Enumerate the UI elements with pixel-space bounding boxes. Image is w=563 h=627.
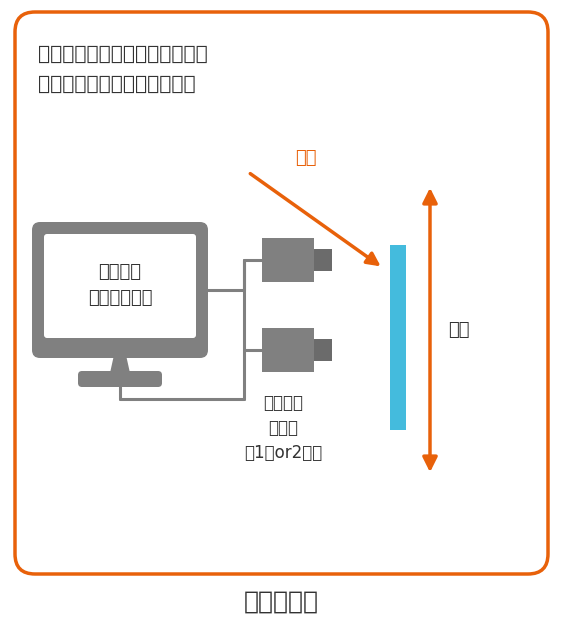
Bar <box>390 245 406 430</box>
Polygon shape <box>110 355 130 373</box>
FancyBboxPatch shape <box>44 234 196 338</box>
FancyBboxPatch shape <box>262 328 314 372</box>
FancyBboxPatch shape <box>262 238 314 282</box>
FancyBboxPatch shape <box>15 12 548 574</box>
FancyBboxPatch shape <box>314 249 332 271</box>
FancyBboxPatch shape <box>32 222 208 358</box>
FancyBboxPatch shape <box>314 339 332 361</box>
Text: デジタル
カメラ
（1台or2台）: デジタル カメラ （1台or2台） <box>244 394 322 462</box>
Text: パソコン
（解析装置）: パソコン （解析装置） <box>88 263 152 307</box>
FancyBboxPatch shape <box>78 371 162 387</box>
Text: 試料表面のランダムパターンを: 試料表面のランダムパターンを <box>38 45 208 64</box>
Text: 光源: 光源 <box>295 149 316 167</box>
Text: デジタル画像として取り込む: デジタル画像として取り込む <box>38 75 195 94</box>
Text: 試料: 試料 <box>448 321 470 339</box>
Text: 測定装置例: 測定装置例 <box>244 590 319 614</box>
